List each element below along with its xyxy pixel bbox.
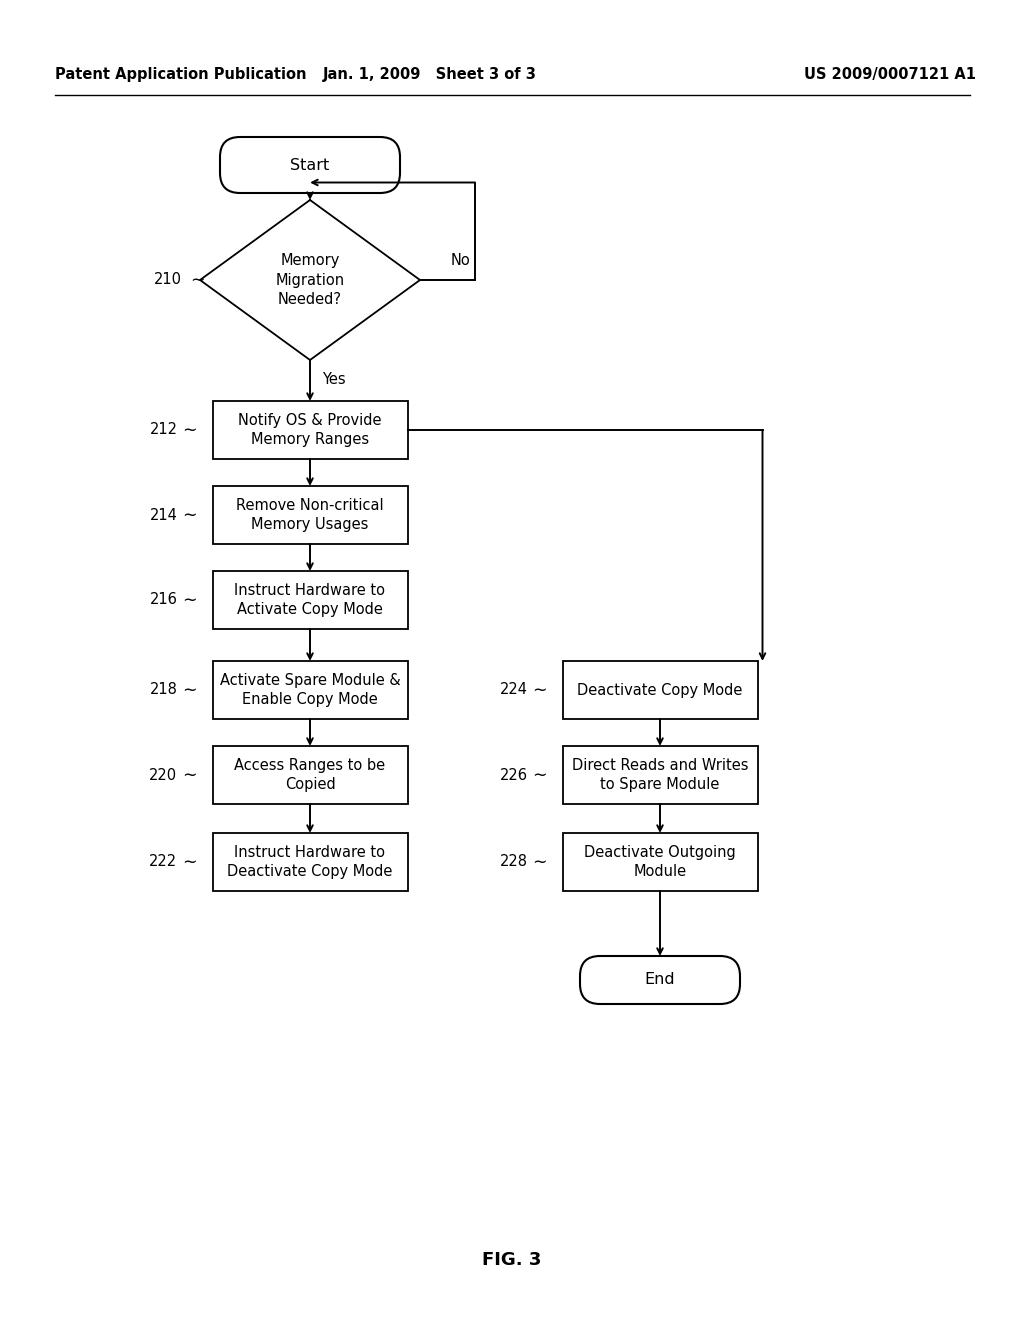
Text: US 2009/0007121 A1: US 2009/0007121 A1	[804, 67, 976, 82]
Text: Patent Application Publication: Patent Application Publication	[55, 67, 306, 82]
Text: ∼: ∼	[182, 853, 197, 871]
Text: ∼: ∼	[182, 421, 197, 440]
Text: Instruct Hardware to
Activate Copy Mode: Instruct Hardware to Activate Copy Mode	[234, 582, 385, 618]
Text: ∼: ∼	[182, 591, 197, 609]
Text: ∼: ∼	[182, 766, 197, 784]
FancyBboxPatch shape	[213, 486, 408, 544]
FancyBboxPatch shape	[562, 746, 758, 804]
Text: ∼: ∼	[182, 681, 197, 700]
Text: Deactivate Copy Mode: Deactivate Copy Mode	[578, 682, 742, 697]
Text: Deactivate Outgoing
Module: Deactivate Outgoing Module	[584, 845, 736, 879]
Text: ∼: ∼	[532, 766, 547, 784]
Text: 218: 218	[150, 682, 177, 697]
Text: Yes: Yes	[322, 372, 346, 387]
FancyBboxPatch shape	[562, 661, 758, 719]
FancyBboxPatch shape	[213, 746, 408, 804]
FancyBboxPatch shape	[213, 572, 408, 630]
FancyBboxPatch shape	[220, 137, 400, 193]
Text: 228: 228	[500, 854, 527, 870]
Text: ∼: ∼	[182, 506, 197, 524]
Text: Remove Non-critical
Memory Usages: Remove Non-critical Memory Usages	[237, 498, 384, 532]
FancyBboxPatch shape	[562, 833, 758, 891]
FancyBboxPatch shape	[213, 833, 408, 891]
Text: 226: 226	[500, 767, 527, 783]
Text: 214: 214	[150, 507, 177, 523]
Text: Start: Start	[291, 157, 330, 173]
Text: Instruct Hardware to
Deactivate Copy Mode: Instruct Hardware to Deactivate Copy Mod…	[227, 845, 392, 879]
Text: 222: 222	[150, 854, 177, 870]
Text: Activate Spare Module &
Enable Copy Mode: Activate Spare Module & Enable Copy Mode	[219, 673, 400, 708]
Text: No: No	[451, 253, 470, 268]
Text: Notify OS & Provide
Memory Ranges: Notify OS & Provide Memory Ranges	[239, 413, 382, 447]
Text: 210: 210	[154, 272, 182, 288]
FancyBboxPatch shape	[213, 401, 408, 459]
Text: Memory
Migration
Needed?: Memory Migration Needed?	[275, 252, 344, 308]
Text: ∼: ∼	[532, 681, 547, 700]
Text: FIG. 3: FIG. 3	[482, 1251, 542, 1269]
Text: 224: 224	[500, 682, 527, 697]
Text: 216: 216	[150, 593, 177, 607]
Text: End: End	[645, 973, 675, 987]
Text: ∼: ∼	[532, 853, 547, 871]
Text: Jan. 1, 2009   Sheet 3 of 3: Jan. 1, 2009 Sheet 3 of 3	[323, 67, 537, 82]
Text: Access Ranges to be
Copied: Access Ranges to be Copied	[234, 758, 386, 792]
Text: ∼: ∼	[190, 271, 205, 289]
Text: 212: 212	[150, 422, 177, 437]
Text: Direct Reads and Writes
to Spare Module: Direct Reads and Writes to Spare Module	[571, 758, 749, 792]
FancyBboxPatch shape	[213, 661, 408, 719]
FancyBboxPatch shape	[580, 956, 740, 1005]
Text: 220: 220	[150, 767, 177, 783]
